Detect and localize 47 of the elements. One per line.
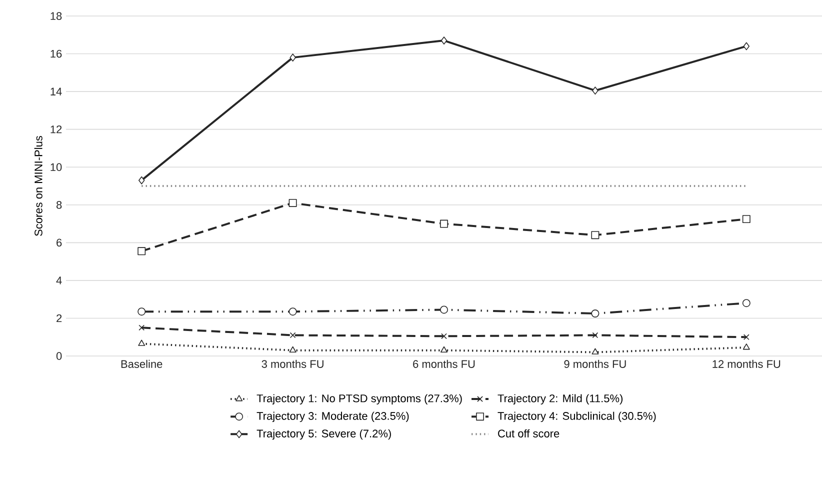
x-tick-label: 9 months FU [564, 360, 626, 368]
point [743, 334, 750, 340]
point [290, 332, 296, 338]
y-tick-label: 10 [50, 163, 62, 172]
y-tick-label: 2 [56, 314, 62, 322]
point [440, 36, 448, 45]
y-axis-title: Scores on MINI-Plus [34, 136, 42, 236]
point [138, 324, 145, 331]
point [592, 348, 599, 354]
y-tick-label: 4 [56, 276, 62, 284]
y-tick-label: 8 [56, 200, 62, 209]
point [592, 332, 598, 338]
point [289, 346, 296, 353]
point [440, 346, 448, 353]
point [742, 215, 750, 224]
y-tick-label: 12 [50, 125, 62, 134]
legend-label: Trajectory 5: Severe (7.2%) [256, 429, 391, 440]
point [440, 306, 448, 314]
y-tick-label: 0 [56, 352, 62, 360]
point [290, 54, 296, 62]
x-tick-label: Baseline [121, 360, 162, 368]
point [591, 231, 600, 240]
point [138, 247, 146, 256]
point [288, 199, 297, 207]
point [441, 333, 447, 340]
legend-label: Trajectory 1: No PTSD symptoms (27.3%) [256, 394, 462, 404]
y-tick-label: 14 [50, 88, 62, 96]
point [138, 308, 146, 316]
point [742, 344, 750, 350]
legend-label: Trajectory 4: Subclinical (30.5%) [498, 412, 656, 422]
point [138, 340, 146, 346]
x-tick-label: 12 months FU [712, 360, 780, 368]
point [742, 299, 750, 308]
legend-label: Trajectory 2: Mild (11.5%) [498, 394, 623, 404]
y-tick-label: 16 [50, 50, 62, 58]
point [592, 86, 598, 95]
legend-label: Trajectory 3: Moderate (23.5%) [256, 412, 409, 422]
point [591, 310, 600, 318]
x-tick-label: 6 months FU [413, 360, 475, 368]
y-tick-label: 6 [56, 238, 62, 247]
point [440, 220, 448, 228]
point [743, 42, 750, 50]
x-tick-label: 3 months FU [262, 360, 324, 368]
point [288, 308, 297, 316]
legend-label: Cut off score [498, 429, 560, 438]
point [138, 176, 145, 184]
y-tick-label: 18 [50, 12, 62, 20]
